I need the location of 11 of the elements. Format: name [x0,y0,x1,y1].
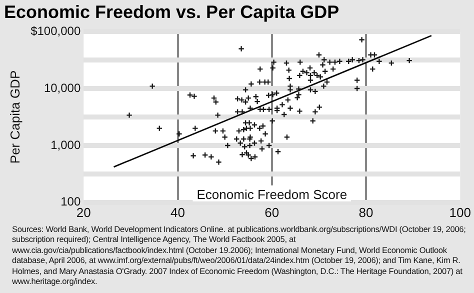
y-tick-label: 1,000 [50,138,81,152]
y-axis-title: Per Capita GDP [7,70,22,164]
x-tick-label: 60 [264,204,280,220]
x-tick-label: 100 [449,204,472,220]
chart-title: Economic Freedom vs. Per Capita GDP [4,2,340,22]
x-axis-title: Economic Freedom Score [196,186,348,202]
x-tick-label: 80 [358,204,374,220]
y-tick-label: 10,000 [44,80,81,95]
y-tick-label: $100,000 [30,24,81,38]
source-note: Sources: World Bank, World Development Indicators Online. at publications.worldbank.org/subscriptions/WDI (October 19, 2006; subscription required); Central Intelligence Agency, The World Factbook 2005, at www.cia.gov/cia/publications/factbook/index.html (October 19.2006); International Monetary Fund, World Economic Outlook database, April 2006, at www.imf.org/external/pubs/ft/weo/2006/01/data/24index.htm (October 19, 2006); and Tim Kane, Kim R. Holmes, and Mary Anastasia O'Grady. 2007 Index of Economic Freedom (Washington, D.C.: The Heritage Foundation, 2007) at www.heritage.org/index. [11,224,467,286]
x-tick-label: 40 [170,204,186,220]
